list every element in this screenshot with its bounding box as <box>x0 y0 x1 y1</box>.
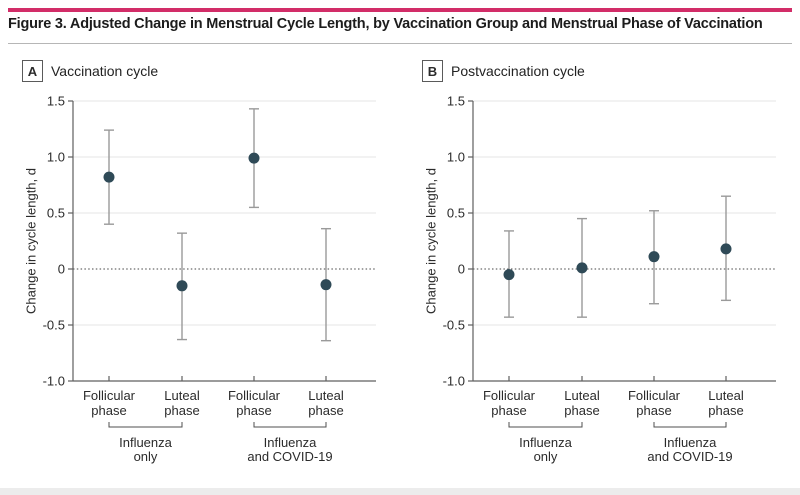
group-bracket <box>653 422 727 428</box>
category-label: Follicular <box>628 388 681 403</box>
category-label: Luteal <box>708 388 744 403</box>
data-point-marker <box>103 171 115 183</box>
panel-a-title: Vaccination cycle <box>51 63 159 79</box>
category-label: Follicular <box>83 388 136 403</box>
category-label: phase <box>308 403 343 418</box>
group-label: only <box>134 449 158 464</box>
group-bracket <box>108 422 183 428</box>
data-point-marker <box>248 152 260 164</box>
panel-a-badge: A <box>22 60 43 82</box>
category-label: phase <box>236 403 271 418</box>
y-tick-label: 0.5 <box>47 206 65 221</box>
category-label: Luteal <box>564 388 600 403</box>
group-label: and COVID-19 <box>647 449 732 464</box>
y-tick-label: 0 <box>458 262 465 277</box>
panel-b-header: B Postvaccination cycle <box>422 60 585 82</box>
category-label: phase <box>636 403 671 418</box>
category-label: phase <box>708 403 743 418</box>
group-label: Influenza <box>664 435 718 450</box>
y-tick-label: 1.5 <box>47 94 65 109</box>
category-label: Luteal <box>164 388 200 403</box>
panel-b-badge: B <box>422 60 443 82</box>
data-point-marker <box>648 251 660 263</box>
panel-postvaccination-cycle: B Postvaccination cycle Change in cycle … <box>410 56 800 480</box>
category-label: phase <box>564 403 599 418</box>
category-label: Follicular <box>228 388 281 403</box>
category-label: phase <box>164 403 199 418</box>
panel-vaccination-cycle: A Vaccination cycle Change in cycle leng… <box>10 56 400 480</box>
y-tick-label: 1.0 <box>447 150 465 165</box>
category-label: phase <box>91 403 126 418</box>
panel-b-plot: 1.51.00.50-0.5-1.0FollicularphaseLutealp… <box>443 94 776 464</box>
y-tick-label: 1.5 <box>447 94 465 109</box>
data-point-marker <box>720 243 732 255</box>
group-label: and COVID-19 <box>247 449 332 464</box>
data-point-marker <box>320 279 332 291</box>
data-point-marker <box>176 280 188 292</box>
group-label: only <box>534 449 558 464</box>
panel-b-title: Postvaccination cycle <box>451 63 585 79</box>
category-label: Follicular <box>483 388 536 403</box>
category-label: phase <box>491 403 526 418</box>
data-point-marker <box>503 269 515 281</box>
y-tick-label: -1.0 <box>443 374 465 389</box>
group-label: Influenza <box>264 435 318 450</box>
title-divider <box>8 43 792 44</box>
panel-a-header: A Vaccination cycle <box>22 60 158 82</box>
y-tick-label: -0.5 <box>43 318 65 333</box>
y-tick-label: 0 <box>58 262 65 277</box>
y-tick-label: -0.5 <box>443 318 465 333</box>
y-tick-label: -1.0 <box>43 374 65 389</box>
y-tick-label: 1.0 <box>47 150 65 165</box>
group-label: Influenza <box>519 435 573 450</box>
figure-title: Figure 3. Adjusted Change in Menstrual C… <box>8 16 763 32</box>
accent-bar <box>8 8 792 12</box>
category-label: Luteal <box>308 388 344 403</box>
panel-a-plot: 1.51.00.50-0.5-1.0FollicularphaseLutealp… <box>43 94 376 464</box>
y-tick-label: 0.5 <box>447 206 465 221</box>
group-bracket <box>253 422 327 428</box>
group-label: Influenza <box>119 435 173 450</box>
page-bottom-strip <box>0 488 800 495</box>
data-point-marker <box>576 262 588 274</box>
group-bracket <box>508 422 583 428</box>
